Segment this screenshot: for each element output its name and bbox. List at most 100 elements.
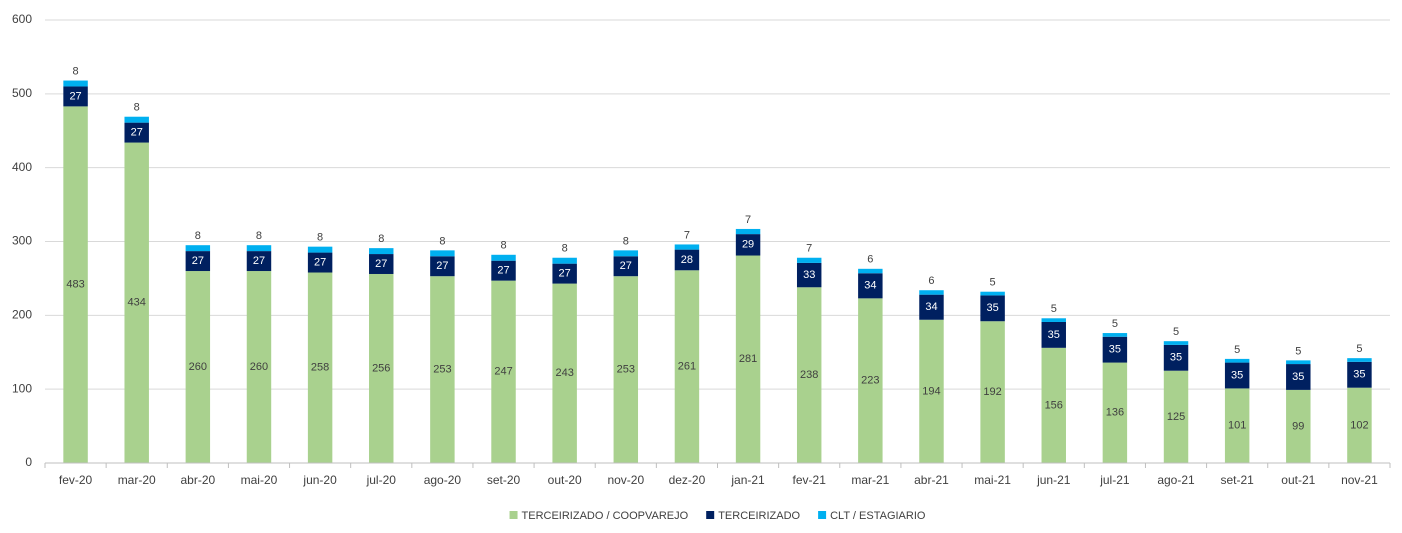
bar-segment [1347, 358, 1372, 362]
data-label: 194 [922, 385, 940, 397]
data-label: 5 [1356, 343, 1362, 355]
bar-segment [735, 234, 761, 256]
y-tick-label: 200 [12, 308, 32, 322]
x-tick-label: mar-20 [118, 473, 156, 487]
data-label: 8 [256, 230, 262, 242]
data-label: 243 [555, 367, 573, 379]
x-tick-label: mai-20 [241, 473, 278, 487]
data-label: 156 [1045, 399, 1063, 411]
bar-segment [613, 250, 639, 257]
data-label: 35 [1353, 369, 1365, 381]
bar-segment [980, 321, 1005, 463]
bar-segment [919, 290, 944, 295]
bar-segment [613, 256, 639, 277]
data-label: 27 [69, 90, 81, 102]
data-label: 6 [928, 275, 934, 287]
bar-segment [1224, 362, 1250, 389]
data-label: 27 [314, 256, 326, 268]
data-label: 238 [800, 369, 818, 381]
x-tick-label: mai-21 [974, 473, 1011, 487]
x-tick-label: abr-20 [180, 473, 215, 487]
data-label: 5 [1173, 326, 1179, 338]
bar-segment [796, 262, 822, 288]
y-tick-label: 500 [12, 86, 32, 100]
data-label: 5 [1295, 345, 1301, 357]
bar-segment [1286, 360, 1311, 365]
bar-segment [1041, 321, 1066, 348]
bar-segment [124, 142, 149, 463]
bar-segment [735, 228, 761, 235]
data-label: 102 [1350, 419, 1368, 431]
data-label: 34 [864, 280, 876, 292]
bar-segment [919, 319, 944, 463]
data-label: 125 [1167, 411, 1185, 423]
data-label: 8 [134, 102, 140, 114]
data-label: 35 [986, 302, 998, 314]
x-tick-label: ago-20 [424, 473, 462, 487]
bar-segment [919, 294, 944, 320]
data-label: 192 [983, 386, 1001, 398]
data-label: 7 [745, 214, 751, 226]
x-tick-label: dez-20 [669, 473, 706, 487]
data-label: 5 [1112, 318, 1118, 330]
legend-label: TERCEIRIZADO / COOPVAREJO [522, 510, 689, 522]
x-tick-label: jun-21 [1036, 473, 1071, 487]
x-tick-label: mar-21 [851, 473, 889, 487]
legend-swatch [818, 511, 827, 519]
data-label: 35 [1231, 369, 1243, 381]
data-label: 6 [867, 254, 873, 266]
data-label: 99 [1292, 420, 1304, 432]
y-tick-label: 100 [12, 381, 32, 395]
x-tick-label: fev-21 [793, 473, 827, 487]
bar-segment [63, 106, 88, 463]
data-label: 27 [192, 255, 204, 267]
data-label: 7 [684, 229, 690, 241]
x-tick-label: out-21 [1281, 473, 1315, 487]
bar-segment [1224, 358, 1250, 363]
bar-segment [63, 86, 88, 107]
bar-segment [369, 273, 394, 463]
bar-segment [491, 280, 516, 463]
data-label: 5 [990, 277, 996, 289]
data-label: 27 [131, 127, 143, 139]
bar-segment [307, 246, 333, 253]
legend-label: TERCEIRIZADO [718, 510, 800, 522]
data-label: 29 [742, 239, 754, 251]
x-tick-label: fev-20 [59, 473, 93, 487]
bar-segment [369, 254, 394, 274]
bar-segment [185, 251, 211, 272]
data-label: 27 [559, 268, 571, 280]
data-label: 8 [500, 240, 506, 252]
bar-segment [491, 260, 516, 281]
bar-segment [185, 271, 211, 463]
data-label: 27 [375, 258, 387, 270]
bar-segment [858, 273, 883, 299]
data-label: 258 [311, 362, 329, 374]
data-label: 8 [317, 232, 323, 244]
data-label: 8 [439, 235, 445, 247]
bar-segment [1347, 387, 1372, 463]
bar-segment [980, 291, 1005, 296]
bar-segment [552, 283, 577, 463]
bar-segment [307, 252, 333, 273]
legend-label: CLT / ESTAGIARIO [830, 510, 926, 522]
bar-segment [1163, 341, 1189, 345]
bar-segment [1286, 389, 1311, 463]
data-label: 8 [623, 235, 629, 247]
data-label: 260 [250, 361, 268, 373]
data-label: 223 [861, 375, 879, 387]
data-label: 35 [1109, 344, 1121, 356]
bar-segment [1102, 333, 1128, 337]
bar-segment [430, 276, 455, 463]
y-tick-label: 0 [25, 455, 32, 469]
x-tick-label: set-21 [1220, 473, 1254, 487]
bar-segment [674, 244, 700, 250]
bar-segment [1347, 361, 1372, 388]
data-label: 8 [562, 243, 568, 255]
data-label: 256 [372, 362, 390, 374]
data-label: 28 [681, 254, 693, 266]
bar-segment [980, 295, 1005, 322]
bar-segment [185, 245, 211, 252]
bar-segment [307, 272, 333, 463]
